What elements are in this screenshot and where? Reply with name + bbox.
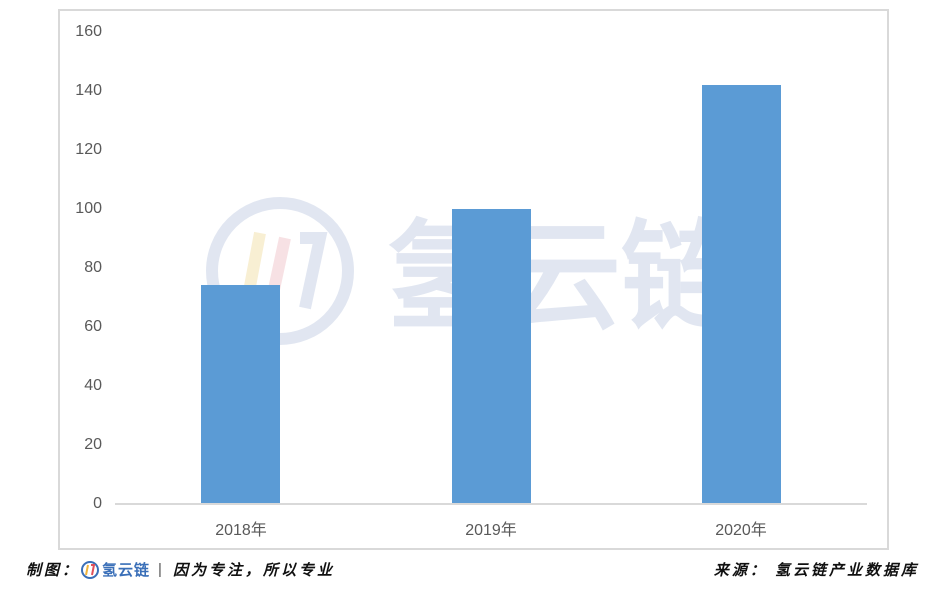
footer-credit: 制图： 氢云链 | 因为专注，所以专业 <box>26 559 335 580</box>
x-tick-label: 2018年 <box>215 522 267 539</box>
x-axis-line <box>115 503 867 505</box>
y-tick-label: 20 <box>84 436 102 453</box>
x-tick-label: 2019年 <box>465 522 517 539</box>
y-tick-label: 40 <box>84 377 102 394</box>
brand-logo-icon <box>81 560 100 579</box>
x-tick-label: 2020年 <box>715 522 767 539</box>
y-tick-label: 0 <box>93 495 102 512</box>
y-tick-label: 80 <box>84 259 102 276</box>
credit-prefix: 制图： <box>26 562 81 579</box>
footer-source: 来源： 氢云链产业数据库 <box>713 562 919 579</box>
y-tick-label: 140 <box>75 82 102 99</box>
bar-2019 <box>452 208 531 503</box>
y-tick-label: 160 <box>75 23 102 40</box>
separator: | <box>158 561 165 578</box>
slogan: 因为专注，所以专业 <box>172 562 335 579</box>
bar-2020 <box>702 84 781 503</box>
bar-2018 <box>201 285 280 503</box>
y-tick-label: 120 <box>75 141 102 158</box>
y-tick-label: 100 <box>75 200 102 217</box>
y-tick-label: 60 <box>84 318 102 335</box>
brand-name: 氢云链 <box>102 562 151 579</box>
